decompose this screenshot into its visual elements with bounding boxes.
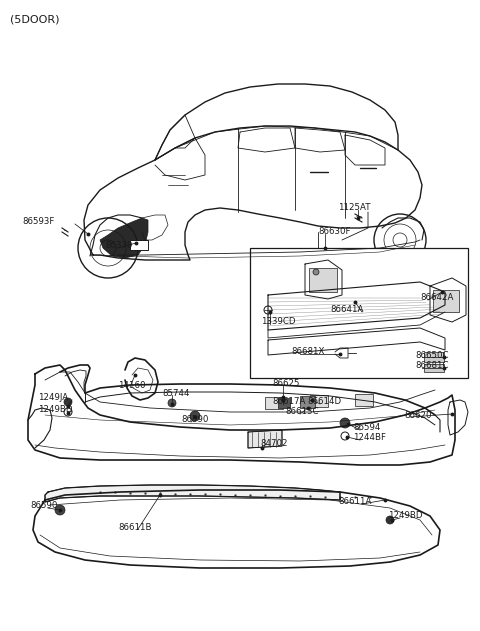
Text: 1249BD: 1249BD (388, 512, 422, 521)
Text: 86614D: 86614D (307, 398, 341, 406)
Text: 1339CD: 1339CD (261, 317, 296, 326)
Circle shape (386, 516, 394, 524)
Text: 86611A: 86611A (338, 497, 372, 507)
Text: 86625: 86625 (272, 379, 300, 387)
Bar (310, 395, 328, 407)
Text: (5DOOR): (5DOOR) (10, 14, 60, 24)
Bar (250, 248, 468, 378)
Text: 14160: 14160 (118, 380, 145, 389)
Text: 86379: 86379 (105, 242, 132, 251)
Circle shape (190, 411, 200, 421)
Bar (130, 240, 148, 250)
Bar (265, 397, 283, 409)
Text: 86650C: 86650C (415, 350, 448, 360)
Text: 1244BF: 1244BF (353, 433, 386, 442)
Text: 1249BD: 1249BD (38, 404, 72, 413)
Text: 86642A: 86642A (420, 293, 454, 302)
Bar (300, 396, 315, 408)
Polygon shape (100, 218, 148, 258)
Circle shape (64, 398, 72, 406)
Text: 86594: 86594 (353, 423, 380, 432)
Text: 86630F: 86630F (318, 228, 350, 237)
Text: 86611B: 86611B (118, 522, 152, 531)
Circle shape (168, 399, 176, 407)
Polygon shape (248, 430, 282, 448)
Text: 85744: 85744 (162, 389, 190, 398)
Text: 86681C: 86681C (415, 362, 448, 370)
Text: 1249JA: 1249JA (38, 394, 68, 403)
Bar (433, 290, 459, 312)
Bar (355, 394, 373, 406)
Text: 86613C: 86613C (285, 408, 319, 416)
Text: 86590: 86590 (30, 502, 58, 510)
Text: 86593F: 86593F (23, 218, 55, 227)
Text: 1125AT: 1125AT (338, 204, 371, 213)
Bar (278, 398, 290, 408)
Bar (424, 364, 444, 372)
Circle shape (55, 505, 65, 515)
Text: 86617A: 86617A (272, 398, 305, 406)
Text: 86620: 86620 (404, 411, 432, 420)
Text: 84702: 84702 (260, 439, 288, 447)
Polygon shape (45, 485, 340, 502)
Circle shape (340, 418, 350, 428)
Text: 86641A: 86641A (330, 305, 363, 314)
Text: 86590: 86590 (181, 415, 208, 425)
Bar (309, 268, 337, 292)
Text: 86681X: 86681X (291, 348, 324, 357)
Circle shape (313, 269, 319, 275)
Bar (424, 352, 444, 362)
